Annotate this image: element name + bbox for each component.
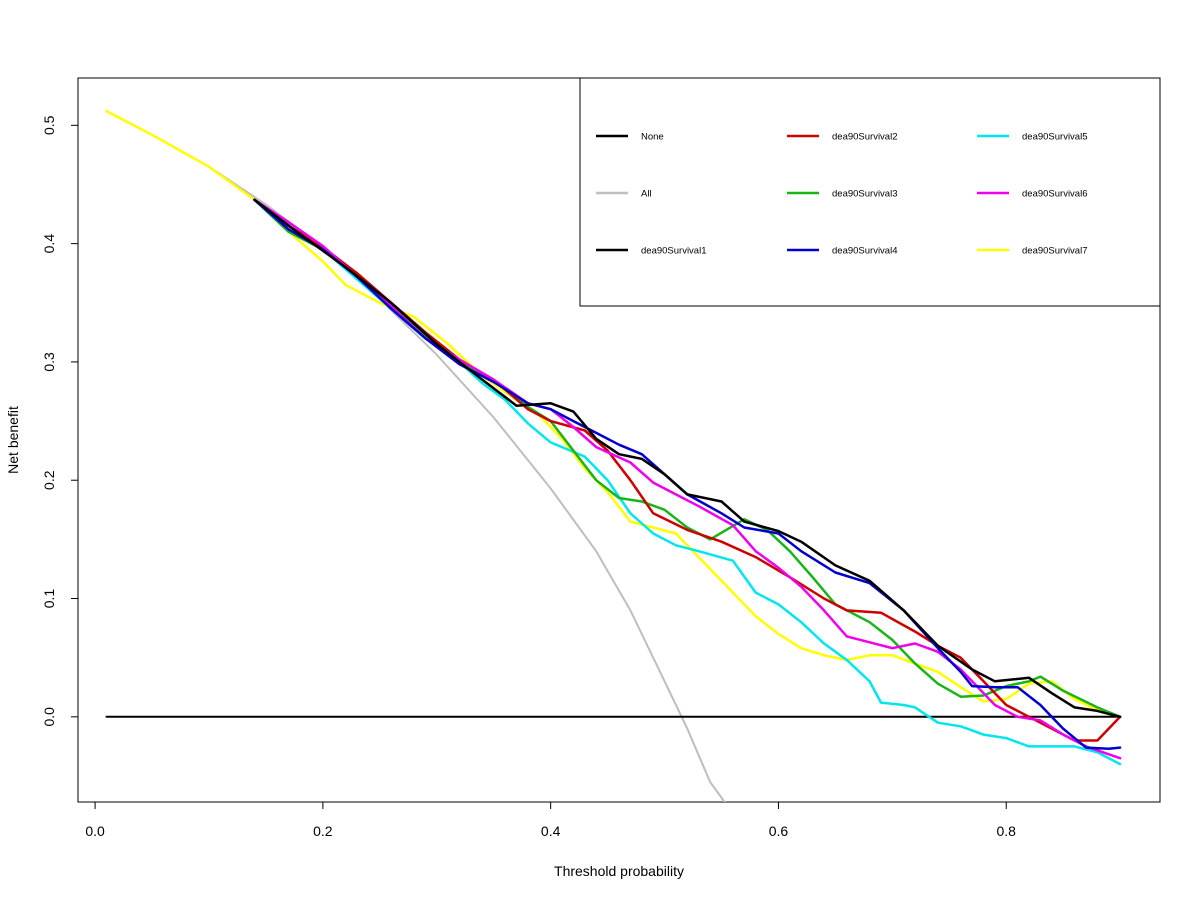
y-tick-label: 0.4 [41,234,57,254]
legend-label-dea90survival1: dea90Survival1 [641,246,707,257]
series-layer [105,109,1122,802]
y-axis: 0.0 0.1 0.2 0.3 0.4 0.5 [41,115,78,727]
legend-label-dea90survival5: dea90Survival5 [1022,132,1088,143]
legend-label-dea90survival7: dea90Survival7 [1022,246,1088,257]
x-tick-label: 0.8 [997,823,1017,839]
y-tick-label: 0.0 [41,707,57,727]
y-tick-label: 0.2 [41,470,57,490]
legend-label-none: None [641,132,664,143]
series-line-dea90survival1 [253,198,1122,719]
legend-box [579,77,1161,307]
series-line-dea90survival7 [105,109,1122,719]
x-axis: 0.0 0.2 0.4 0.6 0.8 [85,802,1016,839]
legend-label-dea90survival4: dea90Survival4 [832,246,898,257]
y-axis-title: Net benefit [5,406,21,474]
legend-label-all: All [641,189,652,200]
x-axis-title: Threshold probability [554,863,684,879]
x-tick-label: 0.2 [313,823,333,839]
y-tick-label: 0.5 [41,115,57,135]
x-tick-label: 0.4 [541,823,561,839]
x-tick-label: 0.6 [769,823,789,839]
y-tick-label: 0.1 [41,589,57,609]
y-tick-label: 0.3 [41,352,57,372]
series-line-dea90survival4 [253,198,1122,751]
series-lines [105,109,1122,802]
legend: None All dea90Survival1 dea90Survival2 dea90… [579,77,1161,307]
x-tick-label: 0.0 [85,823,105,839]
legend-label-dea90survival3: dea90Survival3 [832,189,898,200]
legend-label-dea90survival2: dea90Survival2 [832,132,898,143]
legend-label-dea90survival6: dea90Survival6 [1022,189,1088,200]
